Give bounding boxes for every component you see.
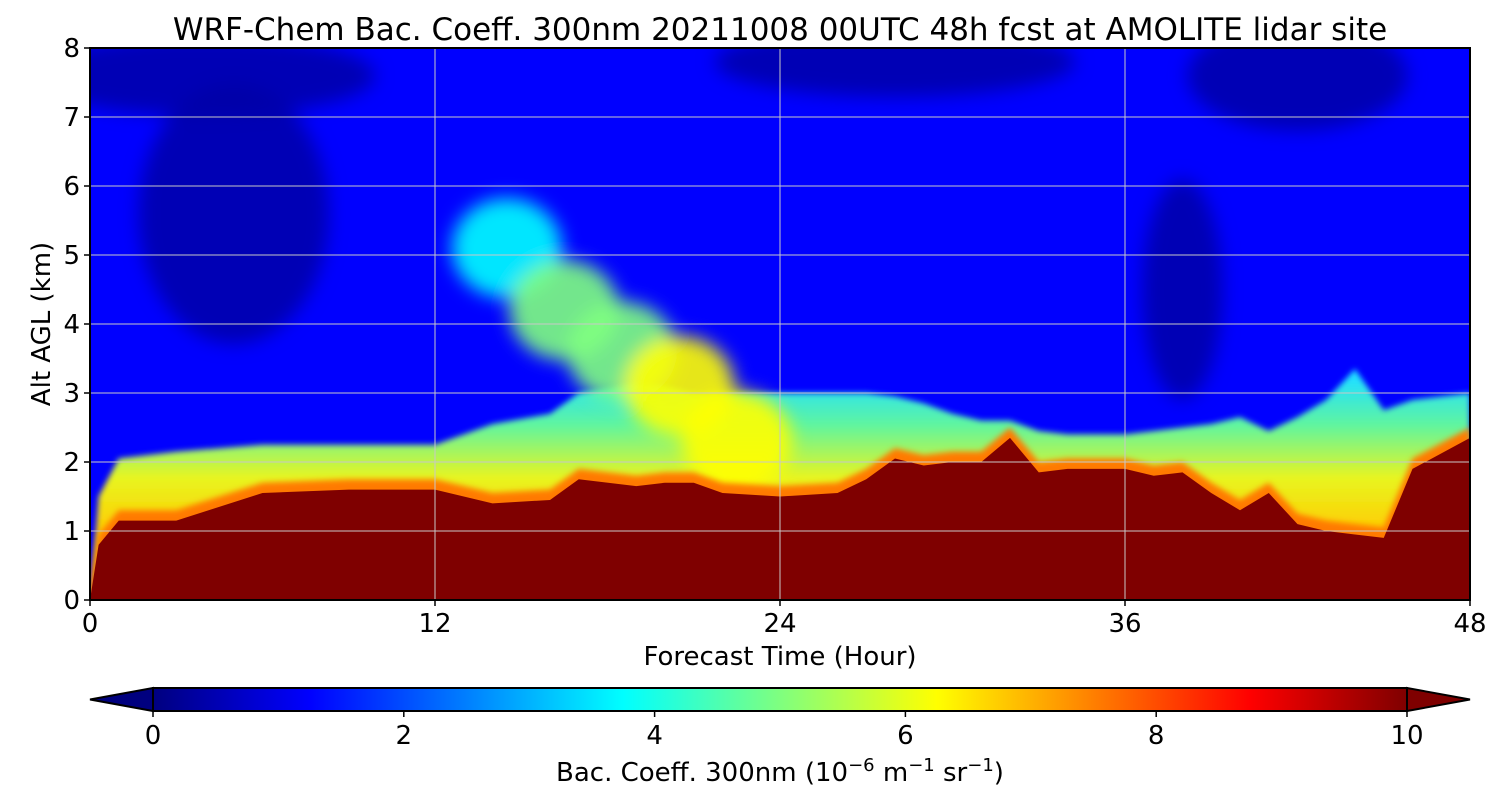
y-tick-label: 2 <box>63 448 80 478</box>
y-axis-ticks: 0 1 2 3 4 5 6 7 8 <box>63 34 90 616</box>
plume-point-4 <box>681 391 792 492</box>
y-tick-label: 5 <box>63 241 80 271</box>
colorbar-gradient <box>153 688 1407 711</box>
dark-region-4 <box>1142 179 1223 400</box>
colorbar: 0 2 4 6 8 10 Bac. Coeff. 300nm (10−6 m−1 sr−1… <box>89 686 1471 788</box>
y-tick-label: 1 <box>63 517 80 547</box>
colorbar-label: Bac. Coeff. 300nm (10−6 m−1 sr−1) <box>556 755 1004 788</box>
colorbar-extend-high <box>1406 686 1471 713</box>
colorbar-frame <box>152 687 1408 712</box>
dark-region-0 <box>138 83 329 344</box>
colorbar-tick-label: 2 <box>396 721 413 751</box>
y-tick-label: 7 <box>63 103 80 133</box>
x-axis-label: Forecast Time (Hour) <box>643 642 916 672</box>
chart-title: WRF-Chem Bac. Coeff. 300nm 20211008 00UT… <box>173 12 1387 48</box>
y-tick-label: 3 <box>63 379 80 409</box>
dark-region-1 <box>90 48 375 116</box>
plot-area <box>90 48 1470 600</box>
dark-region-3 <box>1187 48 1408 131</box>
x-tick-label: 36 <box>1108 609 1141 639</box>
y-tick-label: 0 <box>63 586 80 616</box>
colorbar-tick-label: 0 <box>145 721 162 751</box>
y-tick-label: 6 <box>63 172 80 202</box>
y-axis-label: Alt AGL (km) <box>27 242 57 406</box>
dark-region-2 <box>715 48 1075 97</box>
colorbar-tick-label: 6 <box>897 721 914 751</box>
aerosol-plume <box>451 198 792 492</box>
colorbar-extend-low <box>89 686 154 713</box>
y-tick-label: 4 <box>63 310 80 340</box>
colorbar-tick-label: 4 <box>646 721 663 751</box>
x-axis-ticks: 0 12 24 36 48 <box>82 600 1487 639</box>
x-tick-label: 24 <box>763 609 796 639</box>
y-tick-label: 8 <box>63 34 80 64</box>
x-tick-label: 0 <box>82 609 99 639</box>
grid <box>90 48 1470 600</box>
colorbar-ticks: 0 2 4 6 8 10 <box>145 711 1424 751</box>
colorbar-tick-label: 10 <box>1390 721 1423 751</box>
colorbar-tick-label: 8 <box>1148 721 1165 751</box>
x-tick-label: 48 <box>1453 609 1486 639</box>
x-tick-label: 12 <box>418 609 451 639</box>
dark-blue-regions <box>90 48 1408 400</box>
